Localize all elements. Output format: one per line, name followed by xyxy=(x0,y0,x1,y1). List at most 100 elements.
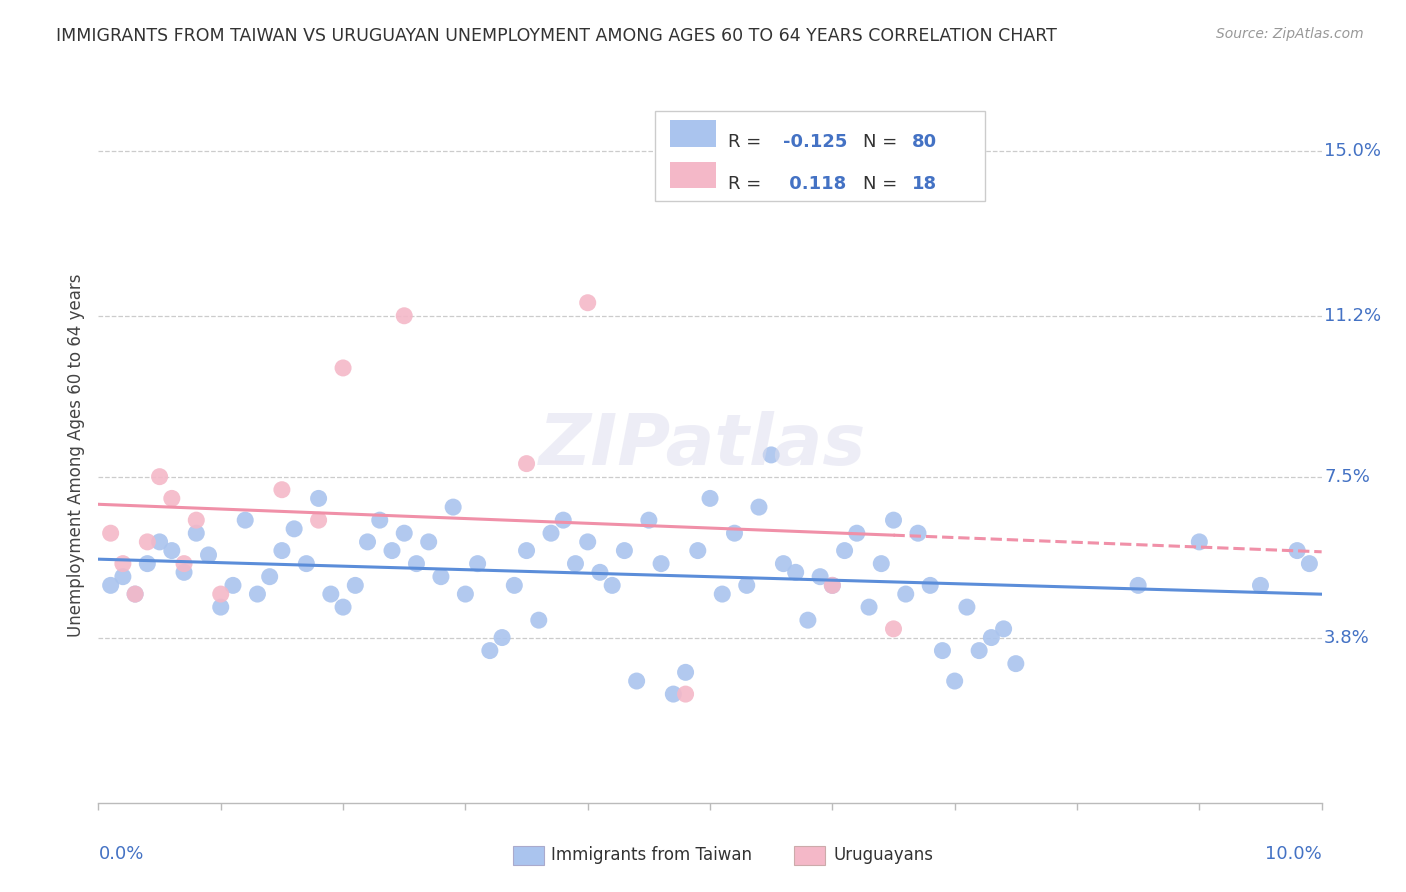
Point xyxy=(637,513,661,527)
Point xyxy=(111,570,134,584)
Point xyxy=(735,578,758,592)
Text: 11.2%: 11.2% xyxy=(1324,307,1381,325)
Text: Source: ZipAtlas.com: Source: ZipAtlas.com xyxy=(1216,27,1364,41)
Point xyxy=(772,557,794,571)
Text: ZIPatlas: ZIPatlas xyxy=(540,411,866,481)
Point xyxy=(907,526,929,541)
Point xyxy=(222,578,245,592)
Point xyxy=(662,687,685,701)
Point xyxy=(259,570,281,584)
Point xyxy=(883,622,905,636)
Point xyxy=(785,566,807,580)
Point xyxy=(650,557,672,571)
Point xyxy=(136,535,159,549)
Point xyxy=(589,566,612,580)
Point xyxy=(160,491,183,506)
Point xyxy=(418,535,440,549)
Point xyxy=(246,587,269,601)
Point xyxy=(503,578,526,592)
Point xyxy=(576,295,599,310)
Point xyxy=(332,360,354,375)
Point xyxy=(748,500,770,514)
Point xyxy=(920,578,942,592)
Text: 3.8%: 3.8% xyxy=(1324,629,1369,647)
Point xyxy=(124,587,146,601)
Point xyxy=(883,513,905,527)
Point xyxy=(319,587,342,601)
Point xyxy=(711,587,734,601)
Point xyxy=(980,631,1002,645)
Text: 15.0%: 15.0% xyxy=(1324,142,1381,160)
Bar xyxy=(669,120,716,146)
Text: -0.125: -0.125 xyxy=(783,134,848,152)
Point xyxy=(233,513,256,527)
Point xyxy=(454,587,477,601)
Bar xyxy=(669,162,716,188)
Point xyxy=(186,526,208,541)
Point xyxy=(821,578,844,592)
Point xyxy=(111,557,134,571)
Point xyxy=(295,557,318,571)
Text: Immigrants from Taiwan: Immigrants from Taiwan xyxy=(551,846,752,863)
Point xyxy=(967,643,990,657)
Point xyxy=(527,613,550,627)
Point xyxy=(478,643,501,657)
Point xyxy=(516,543,538,558)
Point xyxy=(675,665,697,680)
Point xyxy=(613,543,636,558)
Point xyxy=(808,570,831,584)
Point xyxy=(283,522,305,536)
Point xyxy=(149,535,172,549)
Text: N =: N = xyxy=(863,134,903,152)
Text: N =: N = xyxy=(863,175,903,194)
Point xyxy=(845,526,868,541)
Point xyxy=(270,483,292,497)
Point xyxy=(834,543,856,558)
Point xyxy=(686,543,709,558)
Point xyxy=(149,469,172,483)
Text: 0.0%: 0.0% xyxy=(98,845,143,863)
Point xyxy=(1004,657,1026,671)
Point xyxy=(553,513,575,527)
Point xyxy=(1249,578,1271,592)
Point xyxy=(441,500,464,514)
Point xyxy=(332,600,354,615)
Point xyxy=(368,513,391,527)
Point xyxy=(699,491,721,506)
FancyBboxPatch shape xyxy=(655,111,986,201)
Point xyxy=(430,570,453,584)
Point xyxy=(1286,543,1309,558)
Text: Uruguayans: Uruguayans xyxy=(834,846,934,863)
Point xyxy=(1188,535,1211,549)
Point xyxy=(344,578,367,592)
Point xyxy=(956,600,979,615)
Point xyxy=(467,557,489,571)
Point xyxy=(675,687,697,701)
Point xyxy=(160,543,183,558)
Text: 18: 18 xyxy=(912,175,936,194)
Point xyxy=(797,613,820,627)
Point xyxy=(931,643,953,657)
Point xyxy=(381,543,404,558)
Point xyxy=(870,557,893,571)
Point xyxy=(173,566,195,580)
Point xyxy=(564,557,586,571)
Point xyxy=(759,448,782,462)
Text: 80: 80 xyxy=(912,134,936,152)
Point xyxy=(858,600,880,615)
Point xyxy=(209,587,232,601)
Point xyxy=(1298,557,1320,571)
Point xyxy=(600,578,623,592)
Point xyxy=(173,557,195,571)
Point xyxy=(186,513,208,527)
Point xyxy=(356,535,378,549)
Point xyxy=(821,578,844,592)
Point xyxy=(308,513,330,527)
Point xyxy=(392,526,416,541)
Point xyxy=(308,491,330,506)
Point xyxy=(540,526,562,541)
Point xyxy=(491,631,513,645)
Text: R =: R = xyxy=(728,134,768,152)
Point xyxy=(516,457,538,471)
Text: 0.118: 0.118 xyxy=(783,175,846,194)
